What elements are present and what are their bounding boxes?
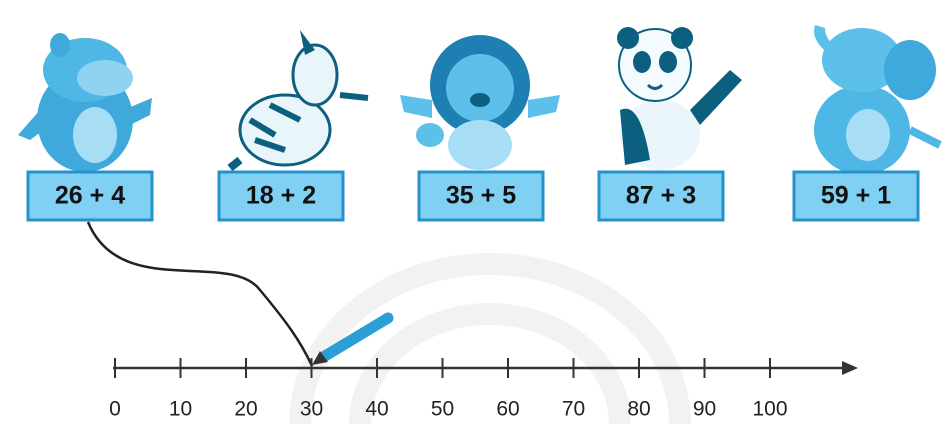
- card-label: 87 + 3: [626, 182, 696, 210]
- tick-label: 100: [752, 398, 787, 421]
- worksheet: 26 + 4 18 + 2 35 + 5 87 + 3 59 + 1 0 10 20 30 40…: [0, 0, 948, 424]
- watermark: [300, 264, 680, 424]
- card-label: 35 + 5: [446, 182, 516, 210]
- zebra: [230, 30, 368, 168]
- card-label: 26 + 4: [55, 182, 125, 210]
- tick-label: 20: [234, 398, 257, 421]
- panda: [617, 27, 742, 170]
- hippo: [18, 33, 152, 172]
- tick-label: 90: [693, 398, 716, 421]
- elephant: [814, 25, 940, 175]
- tick-label: 80: [627, 398, 650, 421]
- card-label: 59 + 1: [821, 182, 891, 210]
- tick-label: 50: [431, 398, 454, 421]
- tick-label: 70: [562, 398, 585, 421]
- card-label: 18 + 2: [246, 182, 316, 210]
- tick-label: 0: [109, 398, 121, 421]
- connector-curve: [88, 222, 312, 366]
- tick-label: 40: [365, 398, 388, 421]
- number-line-arrow: [842, 361, 858, 375]
- tick-label: 10: [169, 398, 192, 421]
- lion: [400, 35, 560, 170]
- tick-label: 60: [496, 398, 519, 421]
- tick-label: 30: [300, 398, 323, 421]
